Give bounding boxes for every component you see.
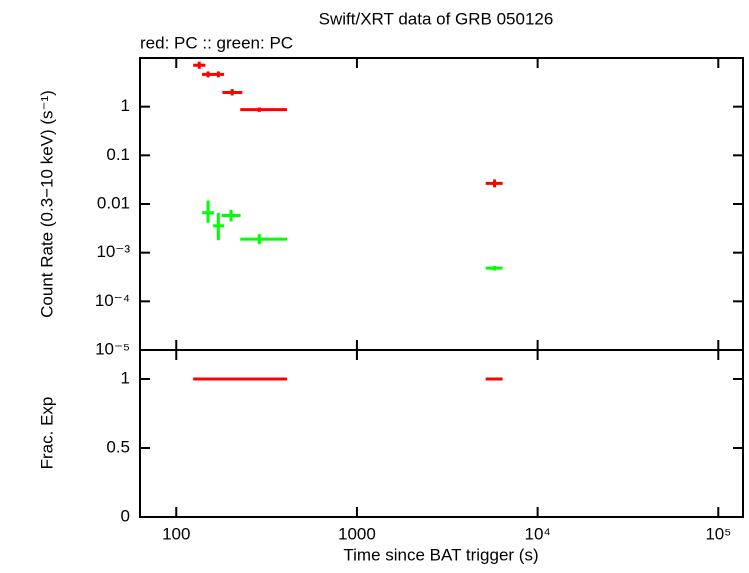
plot-frame (139, 57, 744, 351)
y-tick-label: 1 (121, 368, 130, 387)
x-tick-label: 10⁵ (705, 524, 731, 543)
y-tick-label: 1 (121, 96, 130, 115)
y-tick-label: 0.5 (106, 437, 130, 456)
chart-title: Swift/XRT data of GRB 050126 (319, 9, 554, 28)
x-tick-label: 100 (162, 524, 190, 543)
y-tick-label: 0.01 (97, 193, 130, 212)
x-tick-label: 10⁴ (525, 524, 551, 543)
y-axis-label: Frac. Exp (37, 397, 56, 470)
y-axis-label: Count Rate (0.3−10 keV) (s⁻¹) (37, 90, 56, 318)
chart-subtitle: red: PC :: green: PC (140, 33, 293, 52)
y-tick-label: 10⁻⁵ (95, 339, 130, 358)
plot-frame (139, 349, 744, 518)
y-tick-label: 10⁻⁴ (95, 291, 130, 310)
x-tick-label: 1000 (338, 524, 376, 543)
x-axis-label: Time since BAT trigger (s) (343, 545, 538, 564)
y-tick-label: 0.1 (106, 145, 130, 164)
y-tick-label: 0 (121, 506, 130, 525)
y-tick-label: 10⁻³ (96, 242, 130, 261)
